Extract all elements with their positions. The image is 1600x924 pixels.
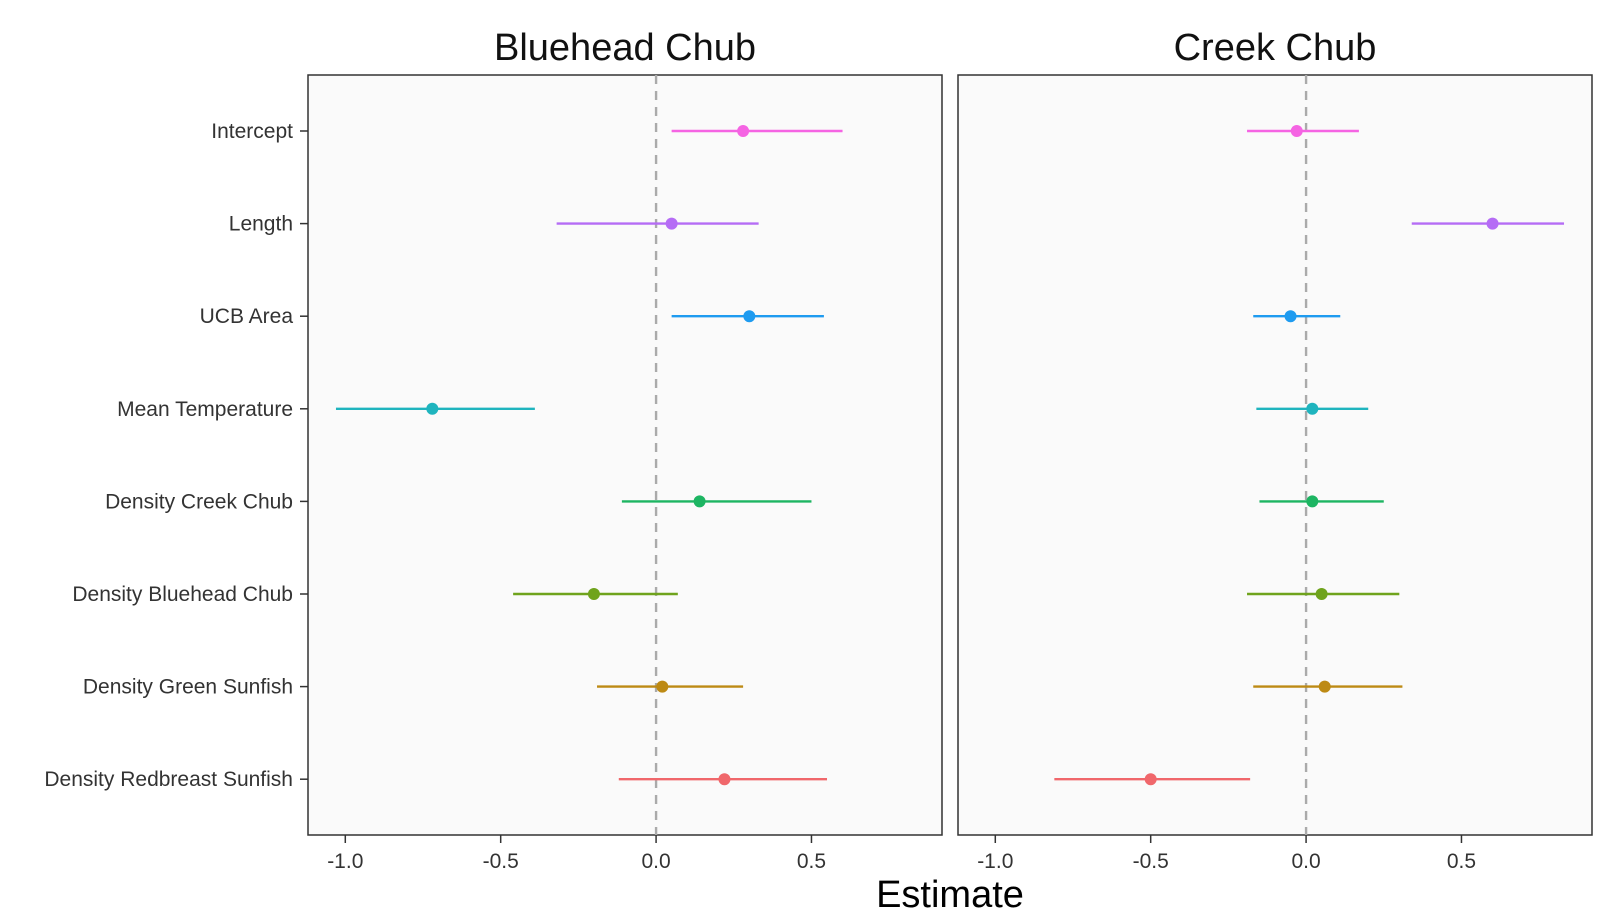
x-tick-label: -1.0: [327, 850, 363, 873]
x-tick-label: 0.5: [797, 850, 826, 873]
y-axis: Intercept Length UCB Area Mean Temperature D…: [44, 120, 308, 791]
estimate-point: [743, 310, 756, 323]
chart-marks: [335, 75, 1565, 835]
x-tick-label: -0.5: [1133, 850, 1169, 873]
panel-creek-chub: Creek Chub: [957, 27, 1593, 836]
estimate-point: [656, 680, 669, 693]
estimate-point: [1306, 495, 1319, 508]
panel-background: [307, 74, 943, 836]
estimate-point: [1284, 310, 1297, 323]
estimate-point: [1290, 125, 1303, 137]
x-tick-label: 0.0: [641, 850, 670, 873]
estimate-point: [693, 495, 706, 508]
estimate-point: [426, 402, 439, 415]
estimate-point: [718, 773, 731, 786]
y-tick-label: Density Redbreast Sunfish: [44, 768, 293, 791]
x-tick-label: 0.0: [1291, 850, 1320, 873]
x-tick-label: 0.5: [1447, 850, 1476, 873]
y-tick-label: Density Bluehead Chub: [72, 583, 293, 606]
x-tick-label: -0.5: [483, 850, 519, 873]
x-axes: -1.0 -0.5 0.0 0.5 -1.0 -0.5 0.0 0.5: [327, 835, 1476, 873]
panel-title: Creek Chub: [1174, 27, 1377, 69]
y-tick-label: Density Creek Chub: [105, 490, 293, 513]
estimate-point: [1318, 680, 1331, 693]
y-tick-label: UCB Area: [200, 305, 294, 328]
estimate-point: [1306, 402, 1319, 415]
panel-title: Bluehead Chub: [494, 27, 756, 69]
y-tick-label: Length: [229, 213, 293, 236]
y-tick-label: Mean Temperature: [117, 398, 293, 421]
estimate-point: [1315, 588, 1328, 600]
estimate-point: [1144, 773, 1157, 786]
estimate-point: [737, 125, 750, 137]
estimate-point: [665, 217, 678, 230]
x-tick-label: -1.0: [977, 850, 1013, 873]
x-axis-title: Estimate: [876, 874, 1024, 916]
estimate-point: [1486, 217, 1499, 230]
panel-background: [957, 74, 1593, 836]
panel-bluehead-chub: Bluehead Chub: [307, 27, 943, 836]
estimate-point: [587, 588, 600, 600]
y-tick-label: Intercept: [211, 120, 293, 143]
y-tick-label: Density Green Sunfish: [83, 676, 293, 699]
